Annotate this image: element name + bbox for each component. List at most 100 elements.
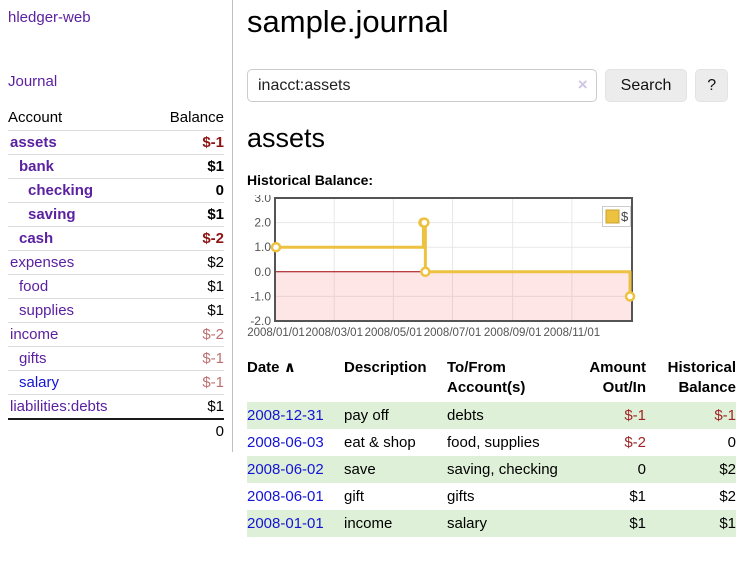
account-balance-table: Account Balance assets $-1 bank $1 checking 0… [8,107,224,442]
transaction-date-link[interactable]: 2008-06-03 [247,434,324,451]
column-header-balance: Historical Balance [667,359,736,396]
sidebar-account-link[interactable]: food [19,278,49,295]
search-input[interactable] [247,69,597,102]
sidebar-account-row: income $-2 [8,322,224,347]
sidebar-account-link[interactable]: expenses [10,254,75,271]
sidebar-account-balance: $-2 [147,226,224,251]
transaction-date: 2008-01-01 [247,510,344,537]
transaction-description: pay off [344,407,389,424]
sidebar-account-balance: $1 [147,274,224,299]
sidebar-account-row: salary $-1 [8,370,224,395]
sidebar-account-balance: $1 [147,202,224,227]
column-header-date[interactable]: Date ∧ [247,359,296,376]
register-table: Date ∧ Description To/From Account(s) Am… [247,356,736,537]
transaction-accounts: gifts [447,488,475,505]
main-content: sample.journal × Search ? assets Histori… [233,0,736,537]
transaction-date-link[interactable]: 2008-01-01 [247,515,324,532]
transaction-amount: $-2 [624,434,646,451]
sidebar-account-balance: $1 [147,154,224,179]
svg-text:2008/09/01: 2008/09/01 [484,327,542,339]
search-form: × Search ? [247,69,728,102]
sidebar-account-link[interactable]: gifts [19,350,47,367]
sidebar-account-row: assets $-1 [8,130,224,155]
balance-column-header: Balance [169,109,224,126]
sidebar-account-link[interactable]: cash [19,230,54,247]
sidebar-total-value: 0 [147,418,224,442]
transaction-date-link[interactable]: 2008-12-31 [247,407,324,424]
sidebar-account-link[interactable]: income [10,326,59,343]
page-title: sample.journal [247,4,449,39]
svg-text:-2.0: -2.0 [250,314,271,328]
transaction-date-link[interactable]: 2008-06-02 [247,461,324,478]
sidebar-account-link[interactable]: supplies [19,302,75,319]
svg-text:$: $ [621,209,629,224]
sidebar-account-link[interactable]: assets [10,134,57,151]
sort-ascending-icon: ∧ [283,359,296,376]
column-header-description: Description [344,359,427,376]
sidebar-account-balance: $1 [147,394,224,419]
svg-text:0.0: 0.0 [254,265,271,279]
transaction-description: income [344,515,393,532]
sidebar-account-balance: $2 [147,250,224,275]
transaction-accounts: salary [447,515,488,532]
transaction-description: gift [344,488,365,505]
transaction-date: 2008-06-02 [247,456,344,483]
clear-search-icon[interactable]: × [577,75,588,94]
sidebar-account-balance: 0 [147,178,224,203]
svg-text:2008/07/01: 2008/07/01 [424,327,482,339]
sidebar-account-link[interactable]: checking [28,182,94,199]
transaction-description: eat & shop [344,434,416,451]
column-header-amount: Amount Out/In [589,359,646,396]
sidebar-item-journal[interactable]: Journal [8,73,58,90]
column-header-accounts: To/From Account(s) [447,359,526,396]
svg-text:2008/11/01: 2008/11/01 [543,327,600,339]
transaction-accounts: food, supplies [447,434,540,451]
sidebar-account-link[interactable]: bank [19,158,55,175]
transaction-balance: $2 [719,461,736,478]
search-help-button[interactable]: ? [695,69,728,102]
sidebar-account-balance: $1 [147,298,224,323]
sidebar-account-row: gifts $-1 [8,346,224,371]
sidebar: hledger-web Journal Account Balance asse… [0,0,233,452]
transaction-accounts: saving, checking [447,461,558,478]
transaction-date: 2008-06-01 [247,483,344,510]
sidebar-account-row: liabilities:debts $1 [8,394,224,419]
transaction-amount: $1 [629,488,646,505]
transaction-row: 2008-06-02 save saving, checking 0 $2 [247,456,736,483]
transaction-row: 2008-06-01 gift gifts $1 $2 [247,483,736,510]
sidebar-account-balance: $-1 [147,370,224,395]
transaction-balance: $2 [719,488,736,505]
transaction-balance: $-1 [714,407,736,424]
sidebar-account-balance: $-2 [147,322,224,347]
svg-text:3.0: 3.0 [254,195,271,205]
sidebar-account-row: checking 0 [8,178,224,203]
sidebar-account-row: bank $1 [8,154,224,179]
transaction-date: 2008-06-03 [247,429,344,456]
svg-text:-1.0: -1.0 [250,289,271,303]
svg-text:2008/05/01: 2008/05/01 [365,327,423,339]
sidebar-account-link[interactable]: liabilities:debts [10,398,108,415]
sidebar-account-link[interactable]: salary [19,374,60,391]
account-column-header: Account [8,109,63,126]
transaction-row: 2008-01-01 income salary $1 $1 [247,510,736,537]
transaction-date-link[interactable]: 2008-06-01 [247,488,324,505]
transaction-accounts: debts [447,407,484,424]
sidebar-account-row: cash $-2 [8,226,224,251]
search-button[interactable]: Search [604,69,688,102]
transaction-amount: $-1 [624,407,646,424]
transaction-amount: $1 [629,515,646,532]
sidebar-account-link[interactable]: saving [28,206,76,223]
transaction-row: 2008-06-03 eat & shop food, supplies $-2 0 [247,429,736,456]
sidebar-account-balance: $-1 [147,346,224,371]
sidebar-account-row: expenses $2 [8,250,224,275]
app-title-link[interactable]: hledger-web [8,9,91,26]
transaction-row: 2008-12-31 pay off debts $-1 $-1 [247,402,736,429]
sidebar-account-row: supplies $1 [8,298,224,323]
transaction-amount: 0 [637,461,646,478]
page-layout: hledger-web Journal Account Balance asse… [0,0,736,537]
transaction-balance: 0 [727,434,736,451]
svg-text:1.0: 1.0 [254,240,271,254]
svg-text:2008/01/01: 2008/01/01 [247,327,305,339]
svg-text:2.0: 2.0 [254,216,271,230]
